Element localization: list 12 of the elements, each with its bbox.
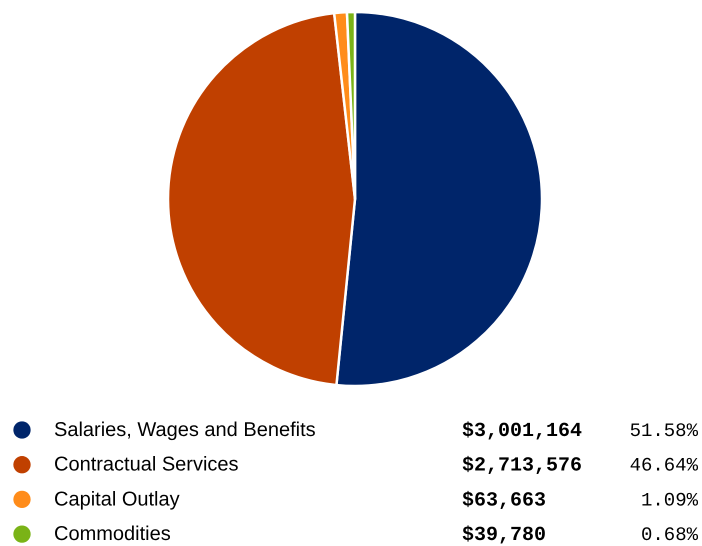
data-label: $2,713,576 [462, 454, 582, 478]
legend-label: Capital Outlay [54, 488, 180, 510]
text: 51.58% [630, 420, 699, 442]
legend-label: Salaries, Wages and Benefits [54, 419, 316, 441]
legend-label: Contractual Services [54, 454, 239, 476]
text: 1.09% [640, 489, 699, 512]
data-label: $39,780 [462, 524, 546, 546]
text: 0.68% [640, 524, 699, 546]
data-label: $63,663 [462, 489, 546, 512]
legend-label: Commodities [54, 523, 171, 546]
text: 46.64% [630, 454, 699, 477]
data-label: $3,001,164 [462, 420, 582, 443]
